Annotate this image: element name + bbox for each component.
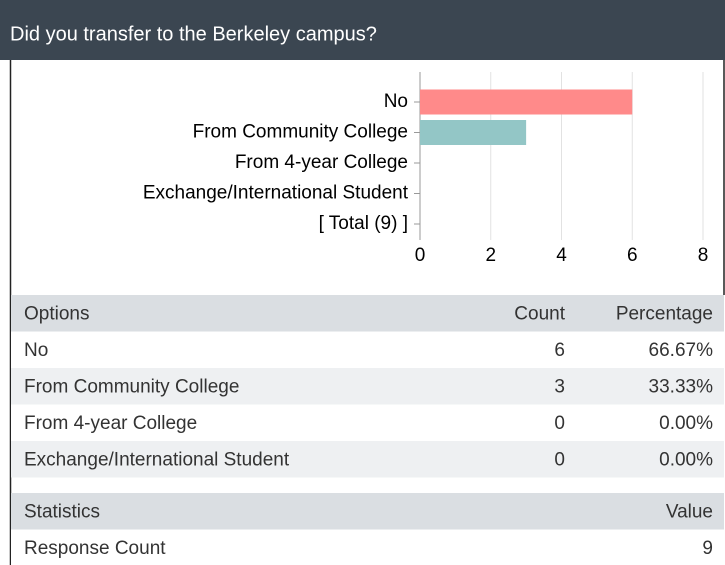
y-tick-label: No	[384, 91, 408, 112]
table-cell: From Community College	[24, 376, 239, 397]
table-cell: 3	[554, 376, 565, 397]
table-cell: 6	[554, 340, 565, 361]
table-header-cell: Options	[24, 303, 89, 324]
table-row	[11, 368, 724, 405]
x-tick-label: 6	[627, 245, 638, 266]
table-row	[11, 331, 724, 368]
table-cell: 0	[554, 449, 565, 470]
x-tick-label: 8	[698, 245, 709, 266]
header-bar	[0, 0, 725, 60]
x-tick-label: 0	[415, 245, 426, 266]
table-cell: No	[24, 340, 48, 361]
table-cell: 0.00%	[659, 413, 713, 434]
header-title: Did you transfer to the Berkeley campus?	[10, 23, 377, 45]
y-tick-label: From 4-year College	[235, 152, 408, 173]
table-cell: 66.67%	[649, 340, 714, 361]
table-cell: 0	[554, 413, 565, 434]
table-header-cell: Statistics	[24, 501, 100, 522]
table-header-cell: Percentage	[616, 303, 713, 324]
table-header-cell: Value	[666, 501, 713, 522]
table-row	[11, 529, 724, 565]
y-tick-label: [ Total (9) ]	[319, 213, 408, 234]
x-tick-label: 2	[485, 245, 496, 266]
table-row	[11, 404, 724, 441]
table-row	[11, 441, 724, 478]
table-cell: Response Count	[24, 538, 166, 559]
table-cell: Exchange/International Student	[24, 449, 290, 470]
table-cell: 0.00%	[659, 449, 713, 470]
table-header-row	[11, 295, 724, 332]
bar	[420, 89, 633, 115]
table-header-row	[11, 493, 724, 530]
bar	[420, 120, 527, 145]
table-cell: 33.33%	[649, 376, 714, 397]
table-header-cell: Count	[514, 303, 565, 324]
y-tick-label: Exchange/International Student	[143, 183, 409, 204]
table-cell: 9	[702, 538, 713, 559]
y-tick-label: From Community College	[193, 122, 408, 143]
x-tick-label: 4	[556, 245, 567, 266]
table-cell: From 4-year College	[24, 413, 197, 434]
